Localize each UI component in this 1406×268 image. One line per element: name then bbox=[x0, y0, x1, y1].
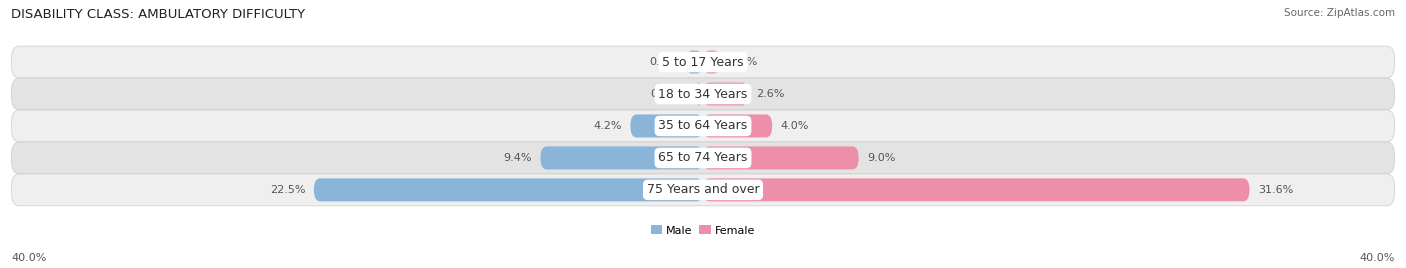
FancyBboxPatch shape bbox=[695, 83, 703, 106]
FancyBboxPatch shape bbox=[540, 146, 703, 169]
Text: 65 to 74 Years: 65 to 74 Years bbox=[658, 151, 748, 164]
FancyBboxPatch shape bbox=[686, 51, 703, 73]
Text: 0.0%: 0.0% bbox=[728, 57, 758, 67]
FancyBboxPatch shape bbox=[630, 114, 703, 137]
FancyBboxPatch shape bbox=[11, 78, 1395, 110]
FancyBboxPatch shape bbox=[11, 174, 1395, 206]
Text: 35 to 64 Years: 35 to 64 Years bbox=[658, 120, 748, 132]
Text: 0.49%: 0.49% bbox=[651, 89, 686, 99]
FancyBboxPatch shape bbox=[11, 142, 1395, 174]
Text: 18 to 34 Years: 18 to 34 Years bbox=[658, 88, 748, 100]
Text: 22.5%: 22.5% bbox=[270, 185, 305, 195]
FancyBboxPatch shape bbox=[703, 146, 859, 169]
Text: 40.0%: 40.0% bbox=[11, 253, 46, 263]
FancyBboxPatch shape bbox=[703, 83, 748, 106]
Legend: Male, Female: Male, Female bbox=[647, 221, 759, 240]
Text: 0.0%: 0.0% bbox=[648, 57, 678, 67]
Text: DISABILITY CLASS: AMBULATORY DIFFICULTY: DISABILITY CLASS: AMBULATORY DIFFICULTY bbox=[11, 8, 305, 21]
Text: 40.0%: 40.0% bbox=[1360, 253, 1395, 263]
Text: 9.0%: 9.0% bbox=[868, 153, 896, 163]
Text: 4.2%: 4.2% bbox=[593, 121, 621, 131]
Text: Source: ZipAtlas.com: Source: ZipAtlas.com bbox=[1284, 8, 1395, 18]
Text: 5 to 17 Years: 5 to 17 Years bbox=[662, 55, 744, 69]
FancyBboxPatch shape bbox=[703, 114, 772, 137]
FancyBboxPatch shape bbox=[703, 51, 720, 73]
Text: 9.4%: 9.4% bbox=[503, 153, 531, 163]
FancyBboxPatch shape bbox=[11, 110, 1395, 142]
FancyBboxPatch shape bbox=[703, 178, 1250, 201]
FancyBboxPatch shape bbox=[314, 178, 703, 201]
Text: 31.6%: 31.6% bbox=[1258, 185, 1294, 195]
Text: 4.0%: 4.0% bbox=[780, 121, 810, 131]
FancyBboxPatch shape bbox=[11, 46, 1395, 78]
Text: 2.6%: 2.6% bbox=[756, 89, 785, 99]
Text: 75 Years and over: 75 Years and over bbox=[647, 183, 759, 196]
